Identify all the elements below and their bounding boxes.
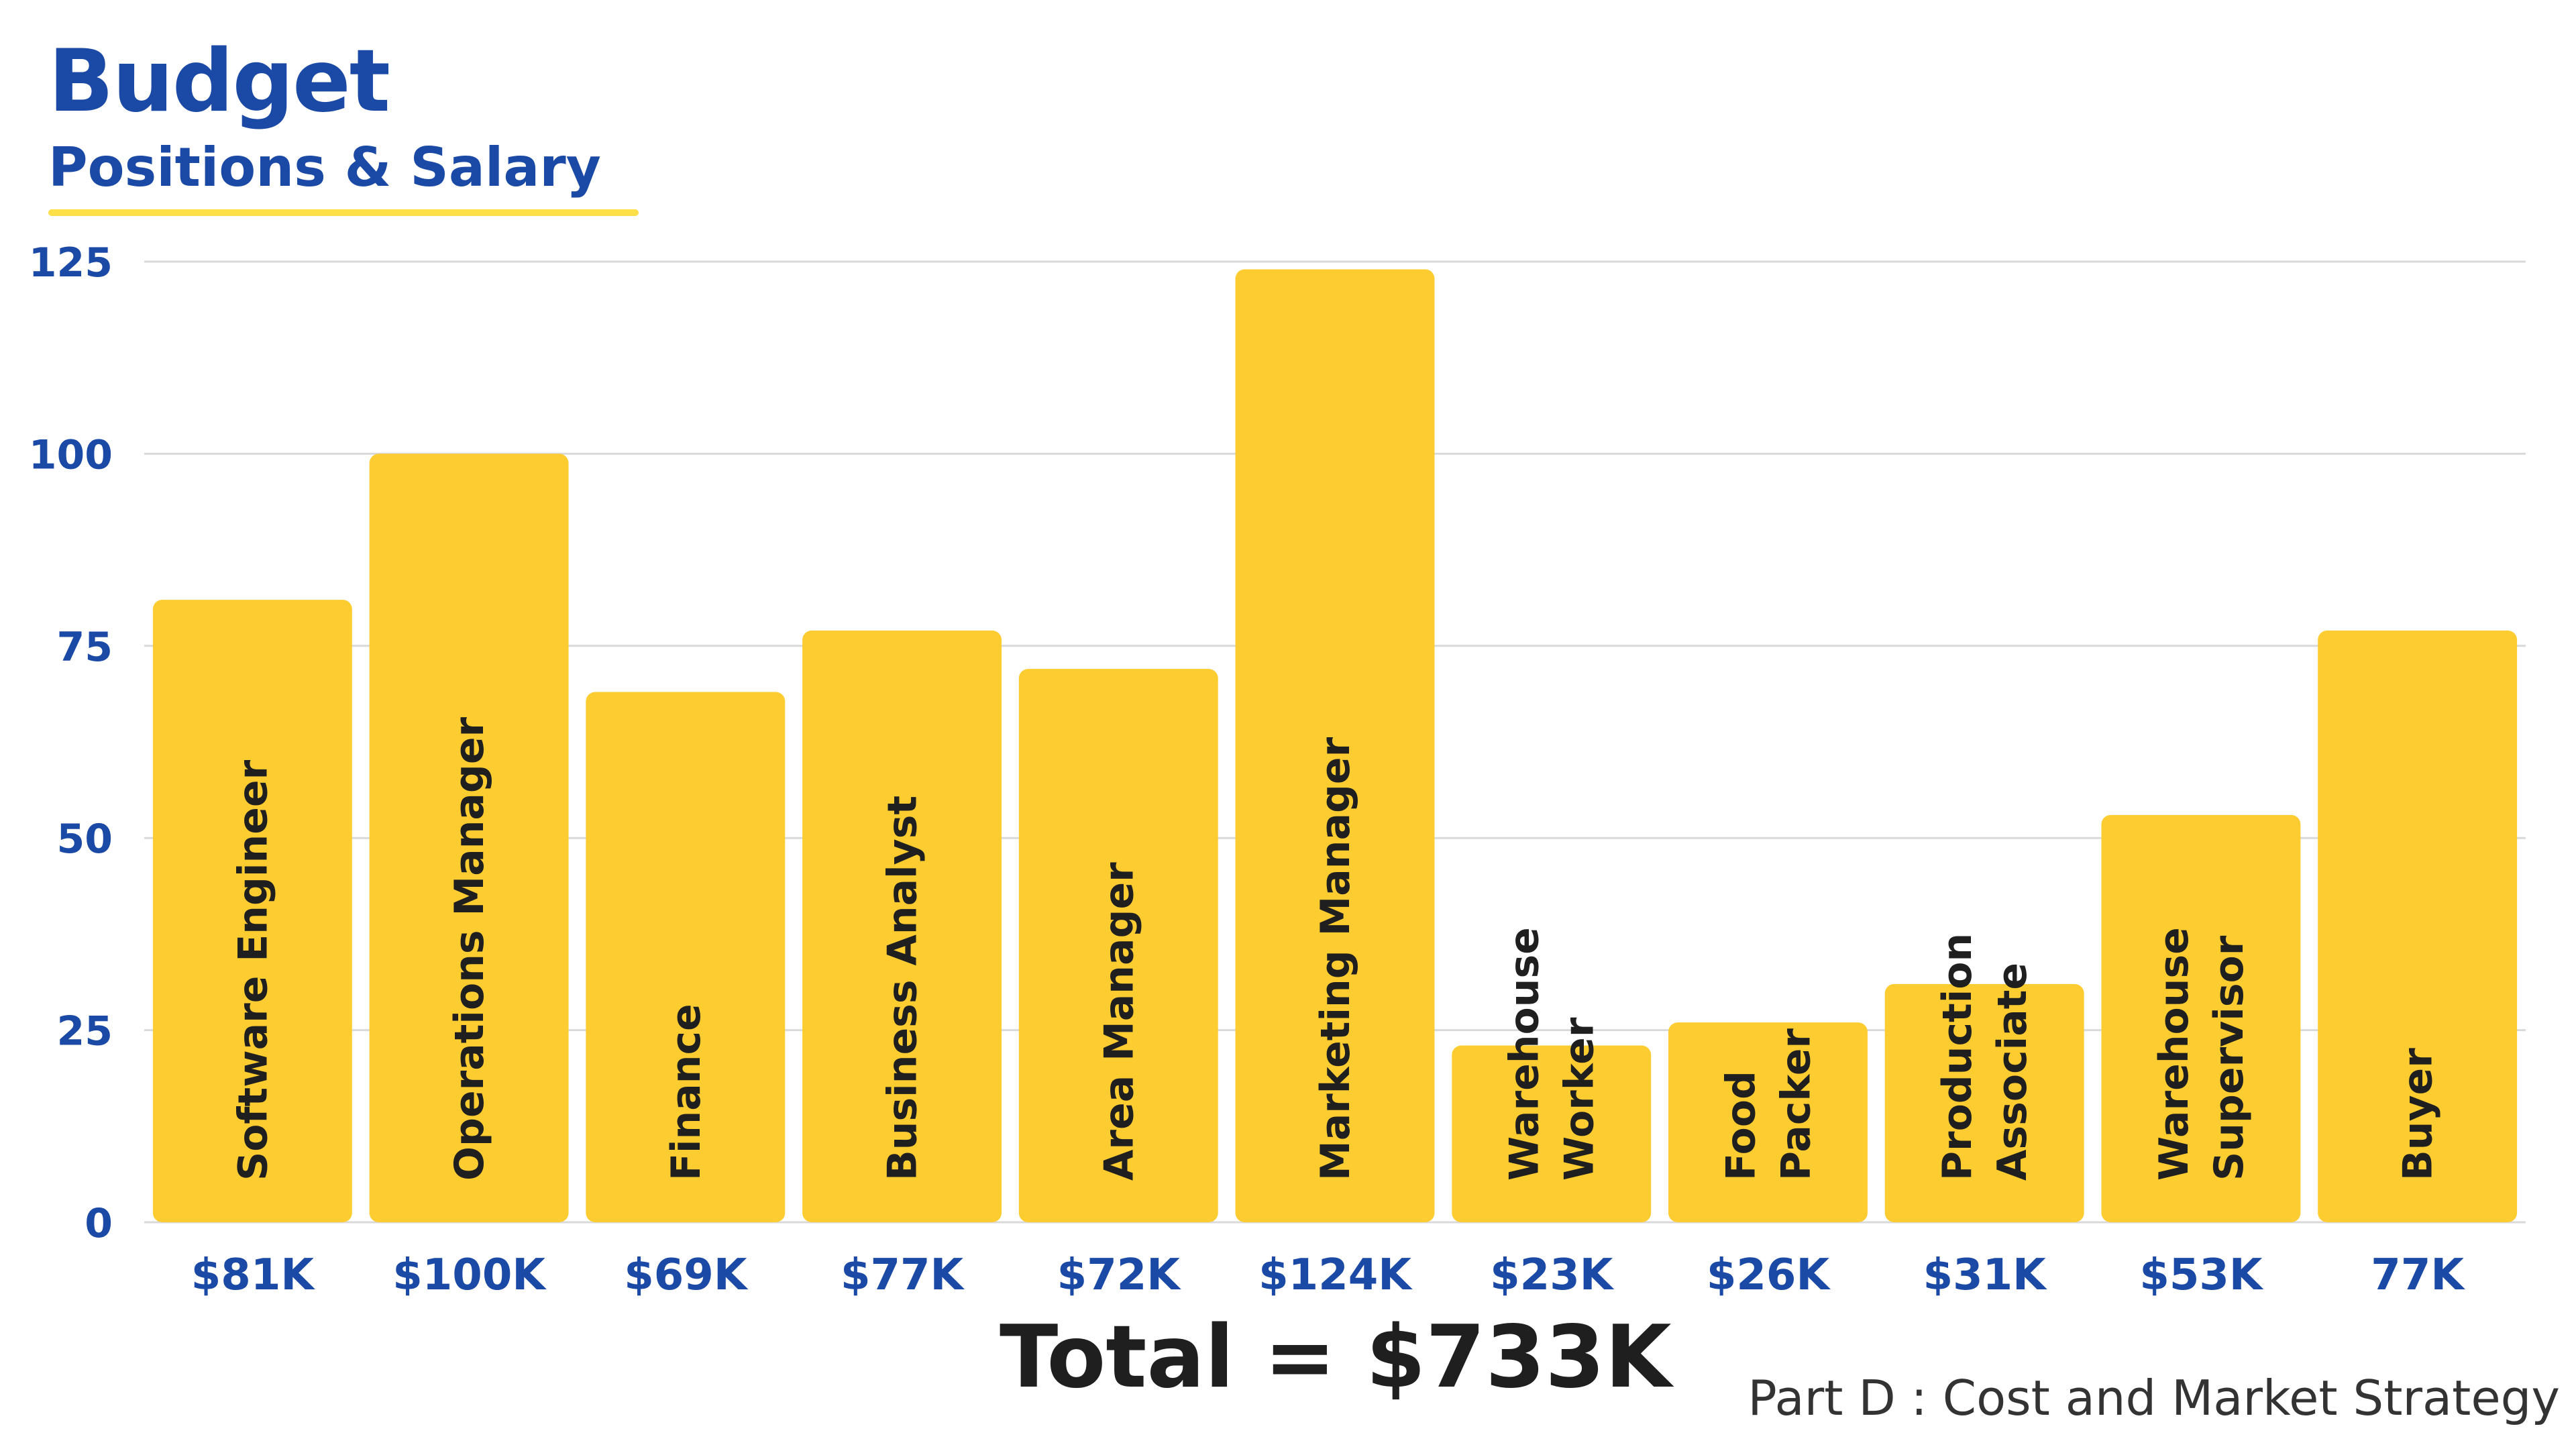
x-tick-label: $124K [1258, 1250, 1413, 1300]
bar-3 [802, 630, 1002, 1222]
bar-label: Business Analyst [879, 796, 926, 1181]
bar-label-line: Marketing Manager [1312, 737, 1359, 1181]
y-tick-label: 100 [29, 431, 113, 478]
y-tick-label: 125 [29, 239, 113, 286]
bar-7 [1668, 1022, 1868, 1222]
page-title: Budget [48, 32, 390, 131]
bar-label: Area Manager [1095, 862, 1142, 1181]
bar-label-line: Business Analyst [879, 796, 926, 1181]
x-tick-label: $31K [1923, 1250, 2048, 1300]
bar-label-line: Packer [1772, 1028, 1819, 1181]
footer-note: Part D : Cost and Market Strategy [1748, 1370, 2560, 1426]
bar-label: Production Associate [1934, 933, 2036, 1181]
bar-label-line: Production [1934, 933, 1981, 1181]
bar-label: Warehouse Worker [1501, 927, 1603, 1181]
x-axis-ticks: $81K $100K $69K $77K $72K $124K $23K $26K $31K $5… [191, 1250, 2466, 1300]
bar-2 [586, 692, 786, 1222]
bar-4 [1018, 669, 1218, 1222]
bar-0 [152, 600, 352, 1222]
bar-label: Finance [663, 1004, 710, 1181]
bar-label-line: Warehouse [1501, 927, 1548, 1181]
bar-6 [1452, 1045, 1652, 1222]
x-tick-label: $81K [191, 1250, 316, 1300]
bar-9 [2101, 814, 2301, 1222]
x-tick-label: $100K [392, 1250, 547, 1300]
y-tick-label: 50 [57, 816, 113, 863]
bar-label: Warehouse Supervisor [2151, 927, 2253, 1181]
page-subtitle: Positions & Salary [48, 136, 601, 199]
y-tick-label: 75 [57, 624, 113, 671]
y-tick-label: 0 [85, 1200, 113, 1247]
x-tick-label: $72K [1057, 1250, 1182, 1300]
x-tick-label: 77K [2371, 1250, 2465, 1300]
bar-label: Operations Manager [446, 716, 493, 1181]
bar-label-line: Warehouse [2151, 927, 2198, 1181]
title-underline [48, 209, 639, 216]
x-tick-label: $23K [1490, 1250, 1615, 1300]
bar-label: Marketing Manager [1312, 737, 1359, 1181]
bars: Software Engineer Operations Manager Finan… [152, 269, 2518, 1222]
x-tick-label: $26K [1707, 1250, 1831, 1300]
bar-label-line: Associate [1989, 963, 2036, 1181]
bar-1 [369, 453, 569, 1222]
x-tick-label: $69K [624, 1250, 749, 1300]
bar-label-line: Finance [663, 1004, 710, 1181]
bar-label-line: Operations Manager [446, 716, 493, 1181]
bar-5 [1235, 269, 1435, 1222]
x-tick-label: $77K [841, 1250, 965, 1300]
y-axis-ticks: 0 25 50 75 100 125 [29, 239, 113, 1247]
y-tick-label: 25 [57, 1008, 113, 1055]
bar-label-line: Supervisor [2206, 935, 2253, 1181]
bar-8 [1884, 983, 2084, 1222]
bar-label-line: Food [1717, 1071, 1764, 1181]
bar-label-line: Area Manager [1095, 862, 1142, 1181]
bar-label: Buyer [2395, 1048, 2442, 1181]
bar-label-line: Worker [1556, 1017, 1603, 1181]
bar-label-line: Software Engineer [229, 759, 276, 1181]
x-tick-label: $53K [2139, 1250, 2264, 1300]
bar-label: Software Engineer [229, 759, 276, 1181]
total-label: Total = $733K [1000, 1307, 1672, 1407]
bar-label: Food Packer [1717, 1028, 1819, 1181]
bar-label-line: Buyer [2395, 1048, 2442, 1181]
bar-10 [2318, 630, 2518, 1222]
